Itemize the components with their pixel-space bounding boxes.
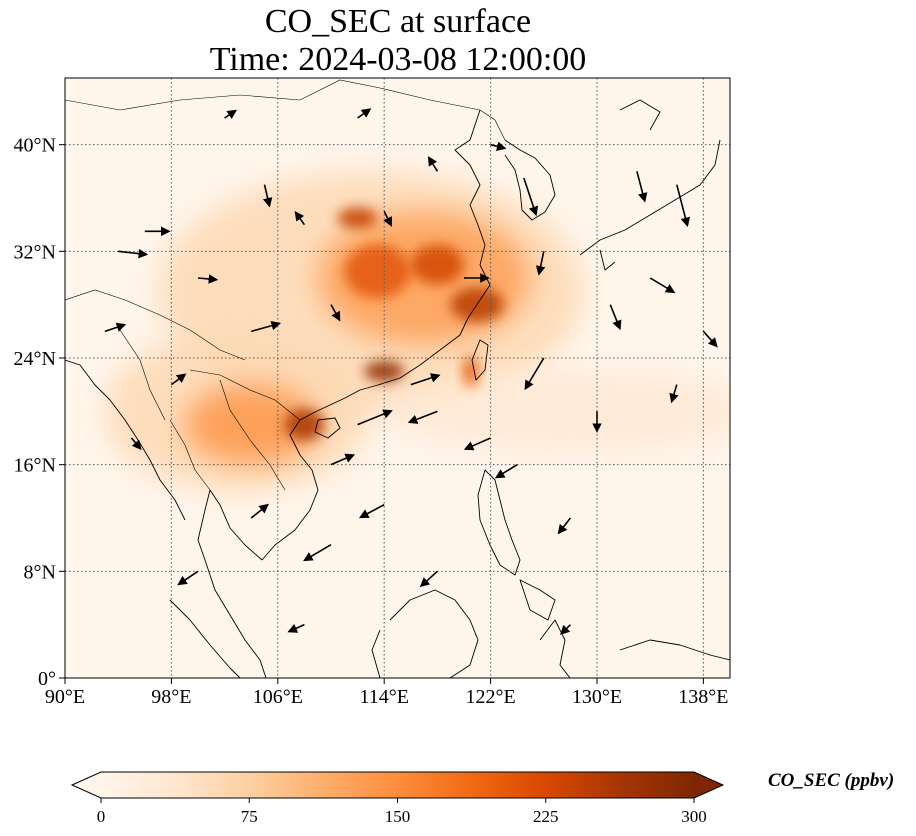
concentration-blob-9 xyxy=(284,408,325,441)
wind-arrow-21 xyxy=(294,210,306,226)
lat-tick-label: 8°N xyxy=(24,561,56,583)
gridlines xyxy=(65,78,730,678)
hainan-coastline xyxy=(314,417,341,439)
colorbar-tick-label: 225 xyxy=(533,807,559,826)
wind-arrow-3 xyxy=(357,409,393,426)
myanmar-coastline xyxy=(65,359,186,521)
wind-arrow-38 xyxy=(383,210,392,227)
wind-arrow-10 xyxy=(524,357,545,391)
wind-arrow-17 xyxy=(358,503,385,519)
thailand-border xyxy=(169,419,211,491)
wind-arrow-8 xyxy=(407,410,438,424)
colorbar-extend-min xyxy=(72,772,101,798)
borneo-coastline xyxy=(371,589,479,678)
wind-arrow-5 xyxy=(250,320,282,333)
latitude-ticks: 0° 8°N 16°N 24°N 32°N 40°N xyxy=(14,135,65,690)
wind-arrow-27 xyxy=(357,108,372,119)
philippines-coastline xyxy=(477,469,556,621)
wind-arrow-19 xyxy=(104,322,127,333)
korea-coastline xyxy=(504,139,556,221)
colorbar-label: CO_SEC (ppbv) xyxy=(768,770,894,791)
china-west-border xyxy=(65,289,246,361)
wind-arrow-12 xyxy=(676,184,691,228)
coastlines xyxy=(65,99,730,678)
lat-tick-label: 16°N xyxy=(14,455,56,477)
wind-arrow-28 xyxy=(535,251,546,276)
china-coastline xyxy=(299,109,491,421)
lon-tick-label: 98°E xyxy=(151,686,191,708)
colorbar-ticks: 0 75 150 225 300 xyxy=(97,798,707,826)
colorbar-tick-label: 0 xyxy=(97,807,106,826)
wind-arrow-22 xyxy=(330,304,341,322)
colorbar-body xyxy=(101,772,694,798)
lat-tick-label: 40°N xyxy=(14,135,56,157)
map-subtitle: Time: 2024-03-08 12:00:00 xyxy=(209,41,587,78)
china-south-border xyxy=(189,369,301,421)
laos-border xyxy=(219,379,286,491)
wind-arrow-14 xyxy=(609,304,622,331)
wind-arrow-0 xyxy=(523,177,539,217)
wind-arrow-15 xyxy=(177,570,199,586)
colorbar: 0 75 150 225 300 CO_SEC (ppbv) xyxy=(70,770,894,826)
china-north-border xyxy=(65,79,481,111)
concentration-blob-2 xyxy=(384,371,730,452)
sulawesi-coastline xyxy=(539,619,571,678)
concentration-blob-5 xyxy=(344,244,411,298)
wind-arrow-39 xyxy=(702,330,718,348)
lon-tick-label: 106°E xyxy=(253,686,303,708)
wind-arrow-35 xyxy=(560,624,571,636)
sumatra-coastline xyxy=(169,599,241,678)
indochina-coastline xyxy=(197,489,267,678)
wind-arrow-36 xyxy=(287,623,305,633)
wind-arrow-30 xyxy=(669,384,679,404)
map-frame xyxy=(64,77,731,679)
map-title: CO_SEC at surface xyxy=(264,3,532,40)
colorbar-tick-label: 150 xyxy=(385,807,411,826)
lon-tick-label: 114°E xyxy=(359,686,408,708)
concentration-blob-6 xyxy=(410,244,464,285)
wind-arrow-9 xyxy=(463,437,491,451)
lon-tick-label: 138°E xyxy=(678,686,728,708)
wind-arrow-7 xyxy=(118,248,149,259)
wind-arrow-25 xyxy=(170,373,187,386)
myanmar-border xyxy=(119,329,166,421)
wind-arrow-24 xyxy=(494,463,518,479)
colorbar-extend-max xyxy=(694,772,723,798)
wind-arrow-4 xyxy=(330,453,356,466)
wind-arrow-37 xyxy=(197,274,219,284)
lat-tick-label: 32°N xyxy=(14,241,56,263)
vietnam-coastline xyxy=(261,419,319,561)
wind-vectors xyxy=(104,108,718,636)
korea-border xyxy=(479,109,506,141)
concentration-blob-11 xyxy=(462,355,479,388)
wind-arrow-26 xyxy=(224,109,237,120)
wind-arrow-31 xyxy=(250,503,269,519)
colorbar-tick-label: 300 xyxy=(681,807,707,826)
wind-arrow-34 xyxy=(490,141,507,151)
concentration-blob-4 xyxy=(184,384,318,465)
japan-coastline xyxy=(579,99,721,271)
wind-arrow-11 xyxy=(649,277,676,294)
lon-tick-label: 130°E xyxy=(572,686,622,708)
taiwan-coastline xyxy=(471,339,489,381)
wind-arrow-32 xyxy=(130,437,142,451)
longitude-ticks: 90°E 98°E 106°E 114°E 122°E 130°E 138°E xyxy=(45,678,729,708)
wind-arrow-2 xyxy=(410,373,441,386)
concentration-blob-10 xyxy=(337,207,378,229)
lon-tick-label: 90°E xyxy=(45,686,85,708)
lat-tick-label: 0° xyxy=(38,668,56,690)
lon-tick-label: 122°E xyxy=(465,686,515,708)
wind-arrow-18 xyxy=(419,570,438,588)
wind-arrow-20 xyxy=(262,184,273,208)
wind-arrow-23 xyxy=(557,517,572,535)
colorbar-tick-label: 75 xyxy=(241,807,258,826)
wind-arrow-16 xyxy=(303,543,332,562)
wind-arrow-33 xyxy=(427,156,439,172)
country-borders xyxy=(65,79,506,491)
lat-tick-label: 24°N xyxy=(14,348,56,370)
wind-arrow-13 xyxy=(636,171,648,203)
new-guinea-coastline xyxy=(619,639,730,661)
